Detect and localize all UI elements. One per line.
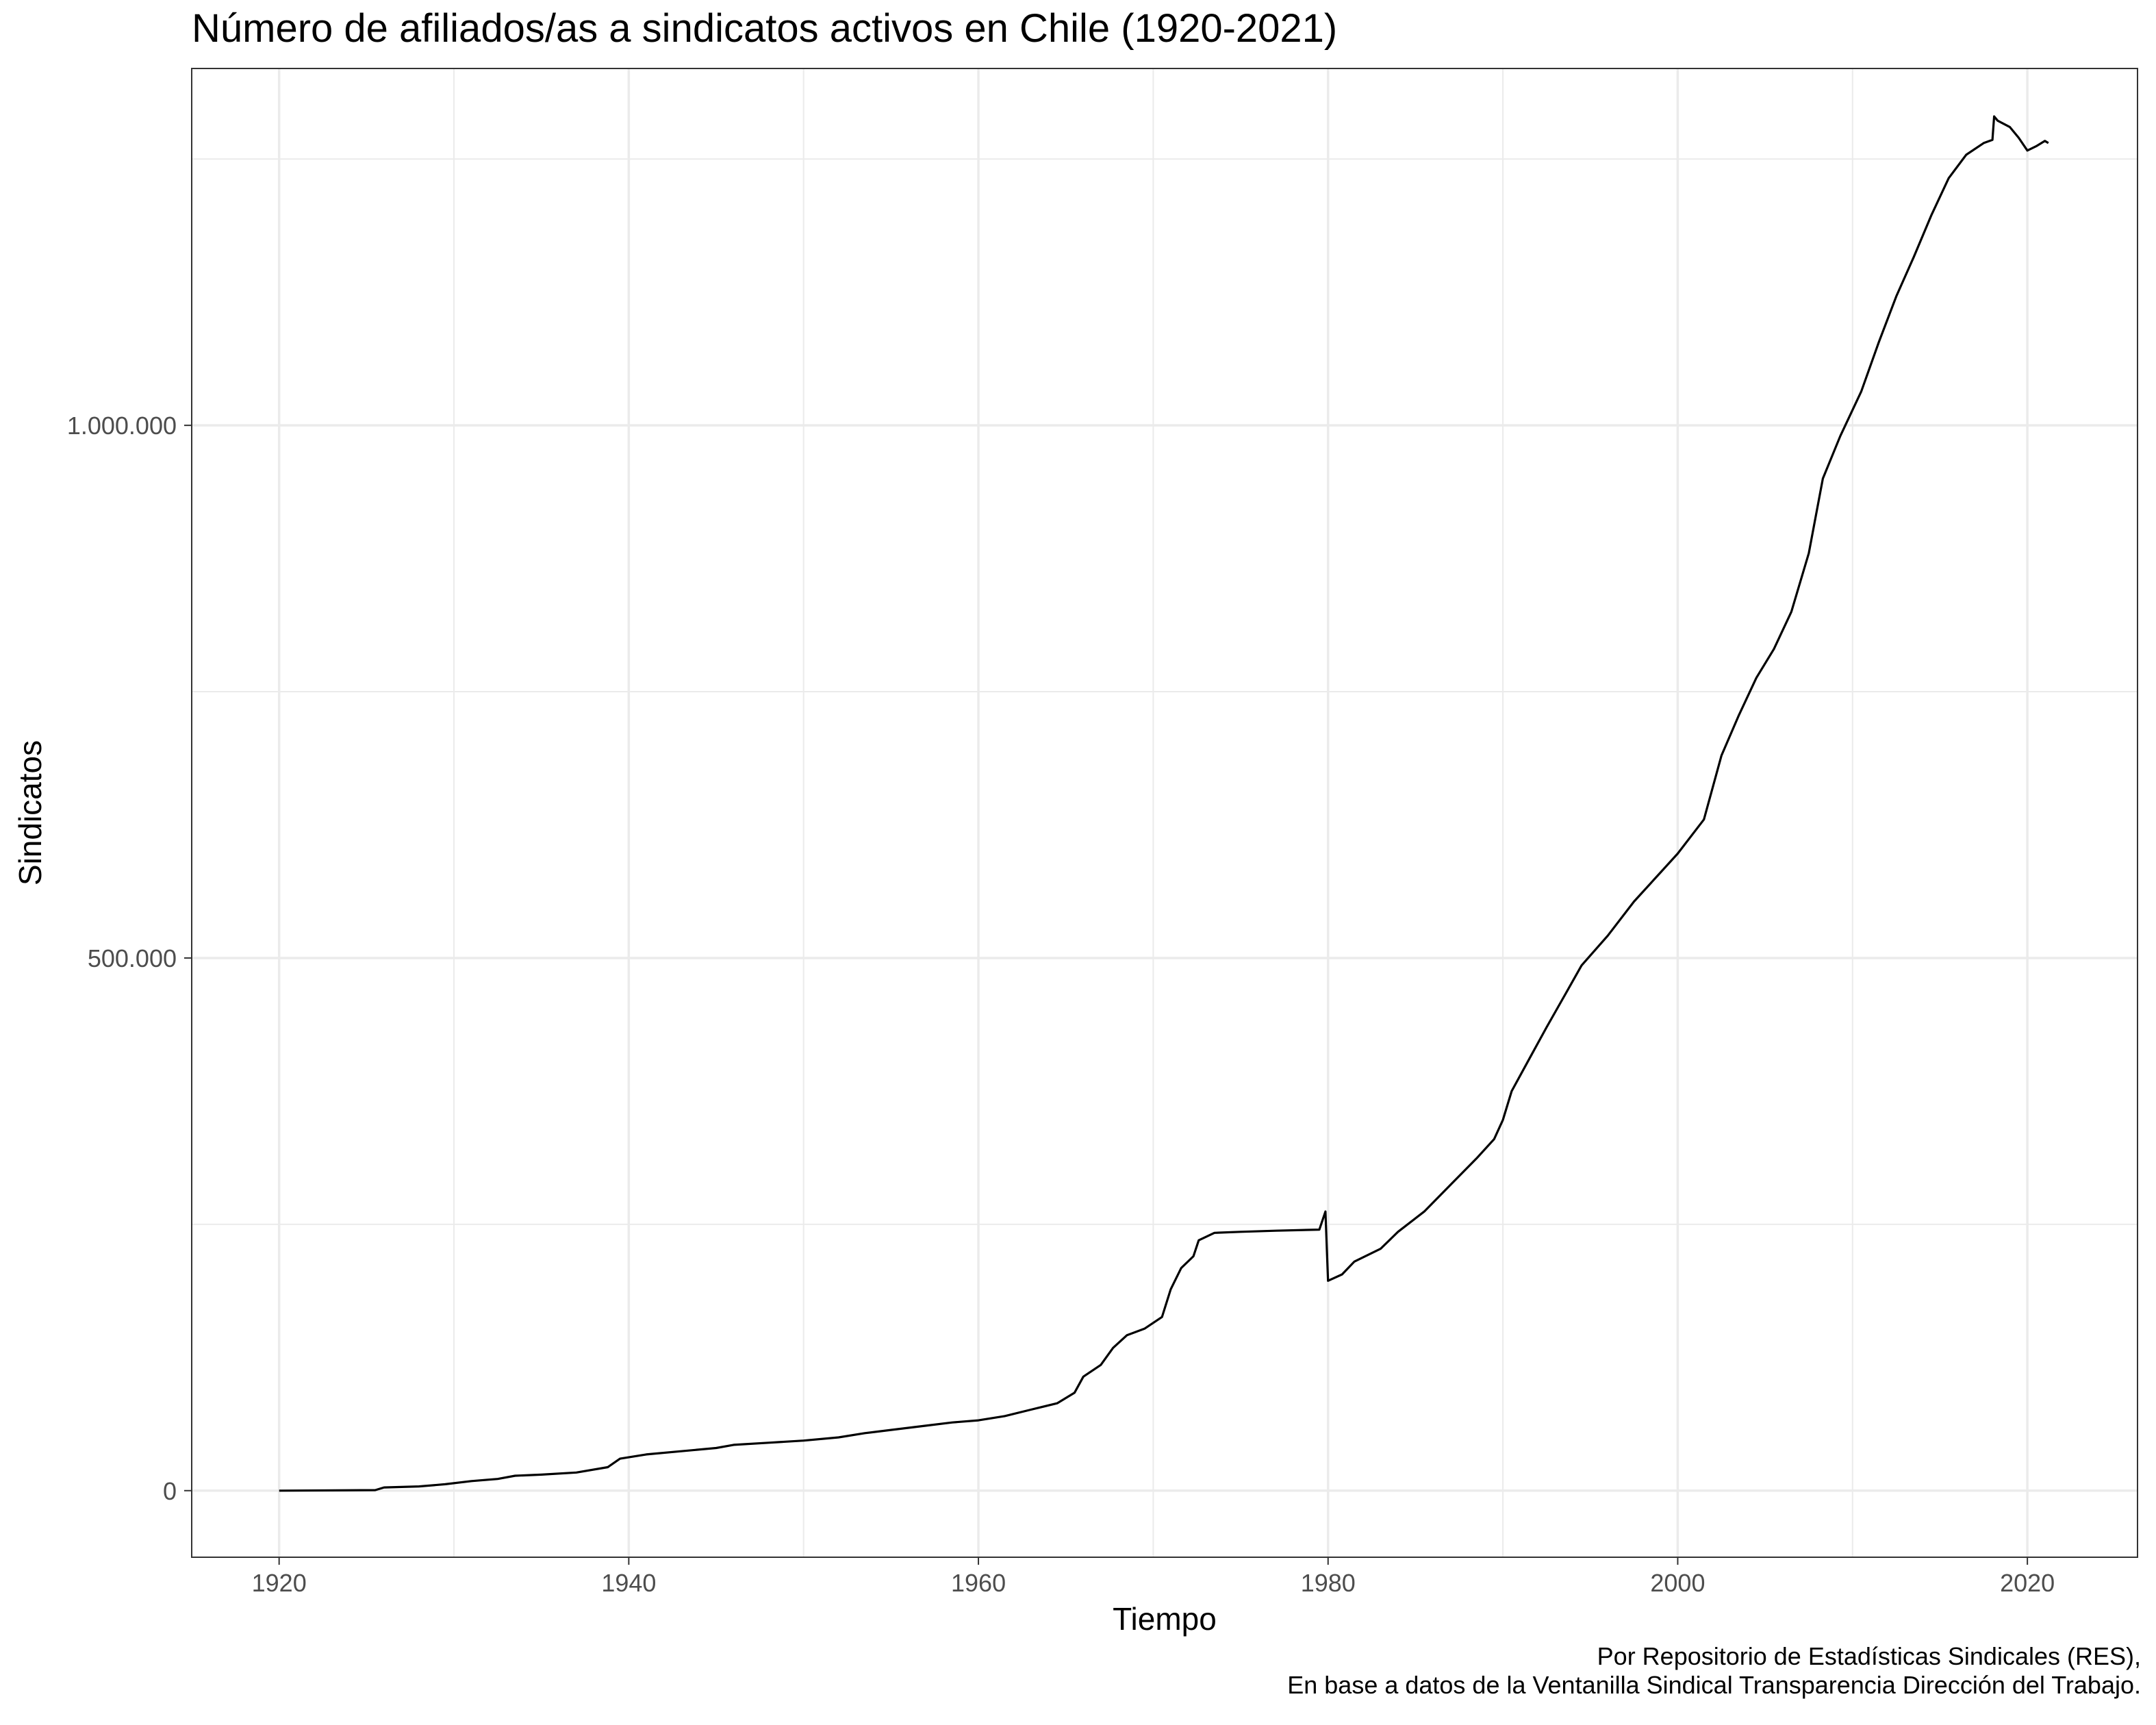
y-axis: 0 500.000 1.000.000 — [67, 412, 192, 1505]
x-tick-label: 1920 — [252, 1569, 307, 1597]
chart-title: Número de afiliados/as a sindicatos acti… — [192, 6, 1338, 51]
chart-caption: Por Repositorio de Estadísticas Sindical… — [1287, 1642, 2141, 1700]
y-tick-label: 1.000.000 — [67, 412, 177, 440]
y-axis-title: Sindicatos — [12, 740, 48, 885]
y-tick-label: 500.000 — [88, 944, 177, 972]
x-tick-label: 1980 — [1301, 1569, 1356, 1597]
x-axis-title: Tiempo — [1113, 1601, 1217, 1637]
caption-line-1: Por Repositorio de Estadísticas Sindical… — [1597, 1642, 2141, 1670]
caption-line-2: En base a datos de la Ventanilla Sindica… — [1287, 1671, 2141, 1699]
y-tick-label: 0 — [163, 1477, 177, 1505]
panel-border — [191, 68, 2138, 1558]
grid-lines — [192, 68, 2138, 1557]
x-tick-label: 2020 — [2000, 1569, 2055, 1597]
series-line — [279, 115, 2049, 1492]
x-tick-label: 1960 — [951, 1569, 1006, 1597]
x-tick-label: 1940 — [601, 1569, 656, 1597]
x-axis: 1920 1940 1960 1980 2000 2020 — [252, 1557, 2055, 1597]
x-tick-label: 2000 — [1650, 1569, 1705, 1597]
